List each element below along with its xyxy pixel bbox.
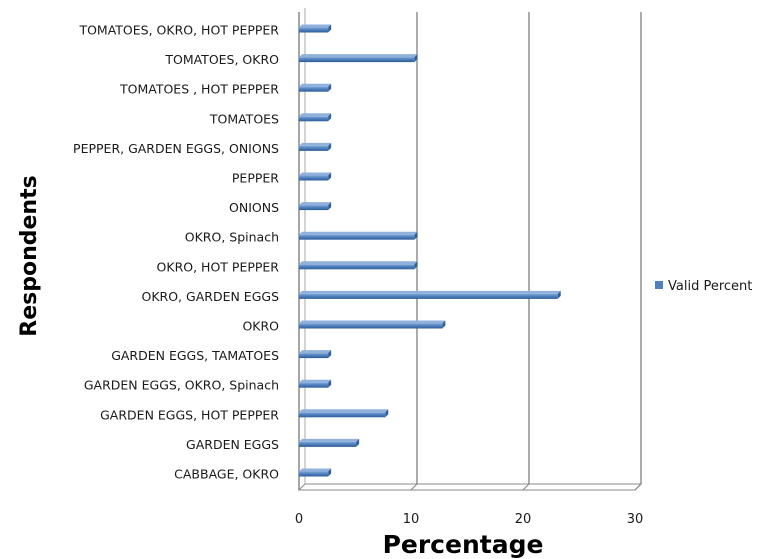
bar-top <box>299 468 332 472</box>
bar-top <box>299 83 332 87</box>
category-label: CABBAGE, OKRO <box>174 467 279 482</box>
bar-end <box>328 172 332 181</box>
bar-end <box>328 350 332 359</box>
bar-top <box>299 24 332 28</box>
bar-end <box>328 113 332 122</box>
category-label: OKRO, HOT PEPPER <box>157 259 280 274</box>
bar-front <box>299 471 329 477</box>
bar-end <box>414 261 418 270</box>
bar-end <box>414 231 418 240</box>
bar-end <box>328 468 332 477</box>
bar-top <box>299 54 418 58</box>
bar-top <box>299 113 332 117</box>
bar <box>299 290 561 299</box>
bar <box>299 172 332 181</box>
bar-front <box>299 27 329 33</box>
gridlines <box>410 12 642 491</box>
bar-top <box>299 438 360 442</box>
legend: Valid Percent <box>655 279 752 294</box>
gridline-floor <box>410 483 418 491</box>
x-tick-label: 0 <box>295 512 303 527</box>
category-label: GARDEN EGGS, HOT PEPPER <box>100 407 279 422</box>
category-label: TOMATOES , HOT PEPPER <box>119 82 279 97</box>
bar-top <box>299 350 332 354</box>
bar-front <box>299 175 329 181</box>
bar-top <box>299 320 446 324</box>
bar <box>299 54 418 63</box>
x-axis-title: Percentage <box>383 530 544 559</box>
bar <box>299 113 332 122</box>
legend-swatch <box>655 281 663 289</box>
category-label: OKRO <box>242 319 279 334</box>
category-label: OKRO, Spinach <box>185 230 279 245</box>
bar-end <box>328 379 332 388</box>
bar-top <box>299 290 561 294</box>
bar-end <box>557 290 561 299</box>
bar-end <box>328 24 332 33</box>
bar <box>299 142 332 151</box>
category-label: TOMATOES <box>209 111 279 126</box>
category-label: TOMATOES, OKRO, HOT PEPPER <box>78 23 279 38</box>
x-tick-label: 20 <box>515 512 532 527</box>
bar <box>299 350 332 359</box>
bar-end <box>442 320 446 329</box>
bars <box>299 24 561 477</box>
bar <box>299 202 332 211</box>
bar-top <box>299 409 389 413</box>
bar-top <box>299 261 418 265</box>
category-label: GARDEN EGGS, TAMATOES <box>111 348 279 363</box>
bar-top <box>299 231 418 235</box>
bar <box>299 409 389 418</box>
category-label: GARDEN EGGS <box>186 437 279 452</box>
bar-top <box>299 379 332 383</box>
bar <box>299 379 332 388</box>
category-labels: CABBAGE, OKRO GARDEN EGGS GARDEN EGGS, HOT… <box>73 23 279 482</box>
bar-front <box>299 293 558 299</box>
bar-end <box>414 54 418 63</box>
bar-end <box>328 202 332 211</box>
bar-front <box>299 382 329 388</box>
bar <box>299 24 332 33</box>
category-label: TOMATOES, OKRO <box>164 52 279 67</box>
bar-top <box>299 202 332 206</box>
bar-end <box>385 409 389 418</box>
plot-area <box>297 8 643 491</box>
x-tick-label: 10 <box>403 512 420 527</box>
bar-end <box>328 83 332 92</box>
bar-front <box>299 86 329 92</box>
bar-front <box>299 264 415 270</box>
bar-top <box>299 172 332 176</box>
plot-floor <box>297 483 643 491</box>
bar <box>299 231 418 240</box>
bar-front <box>299 441 357 447</box>
bar <box>299 261 418 270</box>
bar-front <box>299 57 415 63</box>
bar-front <box>299 116 329 122</box>
bar-front <box>299 353 329 359</box>
bar-front <box>299 234 415 240</box>
bar-end <box>356 438 360 447</box>
x-tick-label: 30 <box>627 512 644 527</box>
bar <box>299 468 332 477</box>
y-axis-title: Respondents <box>17 175 42 336</box>
x-tick-labels: 0 10 20 30 <box>295 512 643 527</box>
gridline-floor <box>522 483 530 491</box>
bar-end <box>328 142 332 151</box>
category-label: OKRO, GARDEN EGGS <box>142 289 280 304</box>
gridline-floor <box>634 483 642 491</box>
bar-front <box>299 323 443 329</box>
bar-top <box>299 142 332 146</box>
category-label: GARDEN EGGS, OKRO, Spinach <box>84 378 279 393</box>
category-label: PEPPER, GARDEN EGGS, ONIONS <box>73 141 279 156</box>
bar <box>299 320 446 329</box>
bar-front <box>299 205 329 211</box>
category-label: PEPPER <box>232 171 279 186</box>
category-label: ONIONS <box>229 200 279 215</box>
bar <box>299 438 360 447</box>
bar-front <box>299 412 386 418</box>
legend-label: Valid Percent <box>668 279 752 294</box>
bar <box>299 83 332 92</box>
bar-front <box>299 145 329 151</box>
